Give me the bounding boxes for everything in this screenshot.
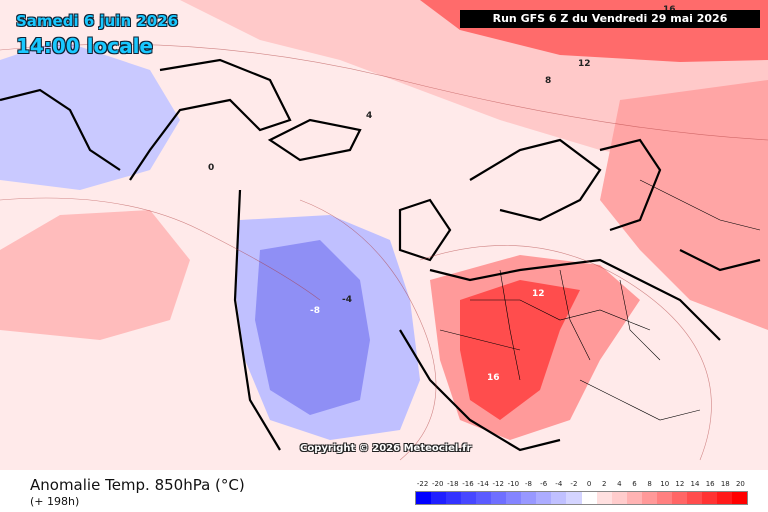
scale-swatch: [656, 492, 672, 504]
label-0-west: 0: [208, 163, 214, 173]
scale-swatch: [491, 492, 507, 504]
scale-tick-label: 0: [586, 480, 592, 488]
label-16-europe: 16: [487, 373, 500, 383]
scale-tick-label: 14: [690, 480, 700, 488]
scale-tick-label: -2: [570, 480, 578, 488]
scale-tick-label: -16: [462, 480, 474, 488]
lead-time: (+ 198h): [30, 495, 80, 508]
scale-tick-label: -4: [555, 480, 563, 488]
borders: [439, 179, 761, 421]
scale-tick-label: 16: [705, 480, 715, 488]
scale-tick-label: -14: [477, 480, 489, 488]
scale-tick-label: -22: [416, 480, 429, 488]
copyright-text: Copyright © 2026 Meteociel.fr: [300, 443, 472, 454]
label-8-north: 8: [545, 76, 551, 86]
scale-swatch: [701, 492, 717, 504]
scale-tick-label: 20: [735, 480, 745, 488]
scale-swatch: [731, 492, 748, 504]
cold-core-atlantic: [255, 240, 370, 415]
label-12-north: 12: [578, 59, 591, 69]
isotherms: [0, 43, 768, 461]
scale-swatch: [446, 492, 462, 504]
anomaly-map: 16 12 8 4 0 -4 -8 12 16: [0, 0, 768, 470]
scale-tick-label: 12: [675, 480, 685, 488]
scale-tick-label: -8: [525, 480, 533, 488]
label-minus4-atlantic: -4: [342, 295, 352, 305]
label-12-europe: 12: [532, 289, 545, 299]
scale-swatch: [461, 492, 477, 504]
forecast-date: Samedi 6 juin 2026: [16, 12, 179, 30]
scale-swatch: [611, 492, 627, 504]
scale-tick-label: 2: [601, 480, 607, 488]
scale-swatch: [596, 492, 612, 504]
scale-tick-label: -10: [507, 480, 520, 488]
warm-region-southwest: [0, 210, 190, 340]
scale-swatch: [716, 492, 732, 504]
coastlines: [0, 58, 761, 452]
scale-swatch: [626, 492, 642, 504]
scale-swatch: [581, 492, 597, 504]
scale-swatch: [521, 492, 537, 504]
scale-swatch: [551, 492, 567, 504]
scale-tick-label: 8: [647, 480, 652, 488]
scale-tick-label: 6: [632, 480, 637, 488]
scale-tick-label: -12: [492, 480, 504, 488]
scale-swatch: [431, 492, 447, 504]
scale-tick-label: -6: [540, 480, 548, 488]
variable-title: Anomalie Temp. 850hPa (°C): [30, 476, 245, 494]
scale-swatch: [641, 492, 657, 504]
scale-swatch: [686, 492, 702, 504]
run-info-box: Run GFS 6 Z du Vendredi 29 mai 2026: [460, 10, 760, 28]
scale-tick-label: -18: [447, 480, 459, 488]
scale-swatch: [566, 492, 582, 504]
scale-tick-label: -20: [431, 480, 444, 488]
forecast-time: 14:00 locale: [16, 34, 153, 58]
scale-swatch: [536, 492, 552, 504]
label-minus8-atlantic: -8: [310, 306, 320, 316]
scale-tick-label: 18: [720, 480, 730, 488]
scale-swatch: [416, 492, 432, 504]
scale-swatch: [506, 492, 522, 504]
scale-tick-label: 10: [660, 480, 670, 488]
color-scale: [415, 491, 748, 505]
label-4-north: 4: [366, 111, 372, 121]
scale-swatch: [476, 492, 492, 504]
cold-region-northwest: [0, 40, 180, 190]
scale-swatch: [671, 492, 687, 504]
scale-tick-label: 4: [617, 480, 622, 488]
legend-ticks: -22 -20 -18 -16 -14 -12 -10 -8 -6 -4 -2 0 2 4 6 8 10 12 14…: [415, 480, 748, 490]
